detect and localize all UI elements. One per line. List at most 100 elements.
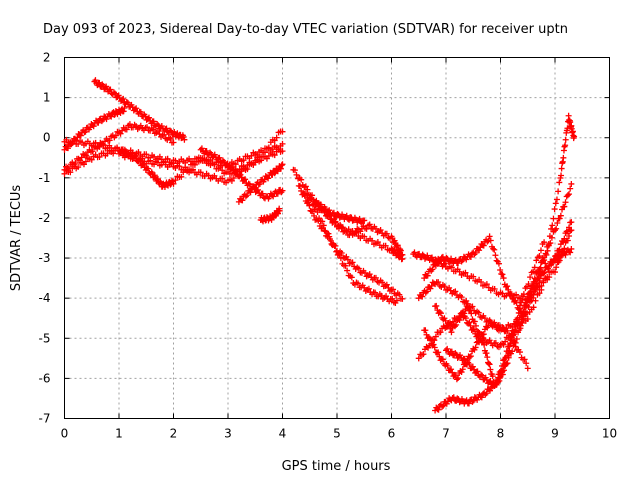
data-point xyxy=(478,394,485,401)
data-point xyxy=(189,166,196,173)
data-point xyxy=(330,209,337,216)
data-point xyxy=(552,269,558,276)
data-point xyxy=(566,224,573,231)
data-point xyxy=(291,167,298,174)
data-point xyxy=(166,127,173,134)
y-tick-label: -4 xyxy=(39,291,51,305)
data-point xyxy=(521,356,528,363)
data-point xyxy=(466,319,473,326)
data-point xyxy=(397,247,404,254)
data-point xyxy=(311,212,318,219)
data-point xyxy=(107,86,114,93)
data-point xyxy=(143,151,150,158)
data-point xyxy=(348,274,355,281)
data-point xyxy=(115,92,122,99)
data-point xyxy=(445,258,452,265)
data-point xyxy=(117,149,124,156)
data-point xyxy=(524,315,531,322)
data-point xyxy=(484,238,491,245)
data-point xyxy=(82,158,89,165)
data-point xyxy=(490,245,497,252)
data-point xyxy=(180,133,187,140)
data-point xyxy=(554,219,561,226)
data-point xyxy=(383,230,390,237)
data-point xyxy=(244,192,251,199)
data-point xyxy=(483,350,490,357)
data-point xyxy=(219,175,226,182)
data-point xyxy=(123,126,130,133)
data-point xyxy=(170,180,177,187)
data-point xyxy=(568,180,575,187)
data-point xyxy=(510,331,517,338)
data-point xyxy=(422,327,429,334)
data-point xyxy=(463,303,470,310)
data-point xyxy=(191,161,198,168)
data-point xyxy=(419,293,426,300)
data-point xyxy=(459,366,466,373)
data-point xyxy=(265,152,272,159)
x-tick-label: 5 xyxy=(333,427,341,441)
data-point xyxy=(145,165,152,172)
data-point xyxy=(486,361,493,368)
data-point xyxy=(499,362,506,369)
data-point xyxy=(154,121,161,128)
data-point xyxy=(304,186,311,193)
data-point xyxy=(455,260,462,267)
data-point xyxy=(103,83,110,90)
data-point xyxy=(319,218,326,225)
data-point xyxy=(221,158,228,165)
data-point xyxy=(503,348,510,355)
series-s13 xyxy=(306,194,400,306)
data-point xyxy=(302,190,309,197)
data-point xyxy=(120,95,127,102)
data-point xyxy=(523,360,530,367)
data-point xyxy=(492,252,499,259)
data-point xyxy=(419,251,426,258)
x-tick-label: 2 xyxy=(170,427,178,441)
x-tick-label: 3 xyxy=(224,427,232,441)
data-point xyxy=(472,322,479,329)
data-point xyxy=(456,317,463,324)
data-point xyxy=(497,266,504,273)
data-point xyxy=(556,215,563,222)
data-point xyxy=(147,157,154,164)
data-point xyxy=(244,166,251,173)
data-point xyxy=(525,296,532,303)
data-point xyxy=(462,315,469,322)
data-point xyxy=(71,137,78,144)
data-point xyxy=(108,113,115,120)
data-point xyxy=(541,239,548,246)
data-point xyxy=(502,354,509,361)
data-point xyxy=(344,256,351,263)
data-point xyxy=(480,331,487,338)
data-point xyxy=(112,90,119,97)
data-point xyxy=(475,328,482,335)
data-point xyxy=(178,173,185,180)
data-point xyxy=(516,314,523,321)
data-point xyxy=(318,201,325,208)
data-point xyxy=(496,368,503,375)
data-point xyxy=(338,225,345,232)
data-point xyxy=(172,177,179,184)
data-point xyxy=(428,254,435,261)
data-point xyxy=(219,167,226,174)
data-point xyxy=(248,152,255,159)
data-point xyxy=(556,179,563,186)
data-point xyxy=(420,351,427,358)
data-point xyxy=(544,273,551,280)
data-point xyxy=(198,145,205,152)
data-point xyxy=(306,202,313,209)
data-point xyxy=(203,148,210,155)
data-point xyxy=(391,237,398,244)
data-point xyxy=(452,288,459,295)
data-point xyxy=(557,212,564,219)
data-point xyxy=(245,180,252,187)
data-point xyxy=(499,271,506,278)
data-point xyxy=(530,268,537,275)
data-point xyxy=(356,215,363,222)
data-point xyxy=(150,118,157,125)
data-point xyxy=(369,237,376,244)
data-point xyxy=(269,146,276,153)
data-point xyxy=(444,362,451,369)
data-point xyxy=(458,294,465,301)
